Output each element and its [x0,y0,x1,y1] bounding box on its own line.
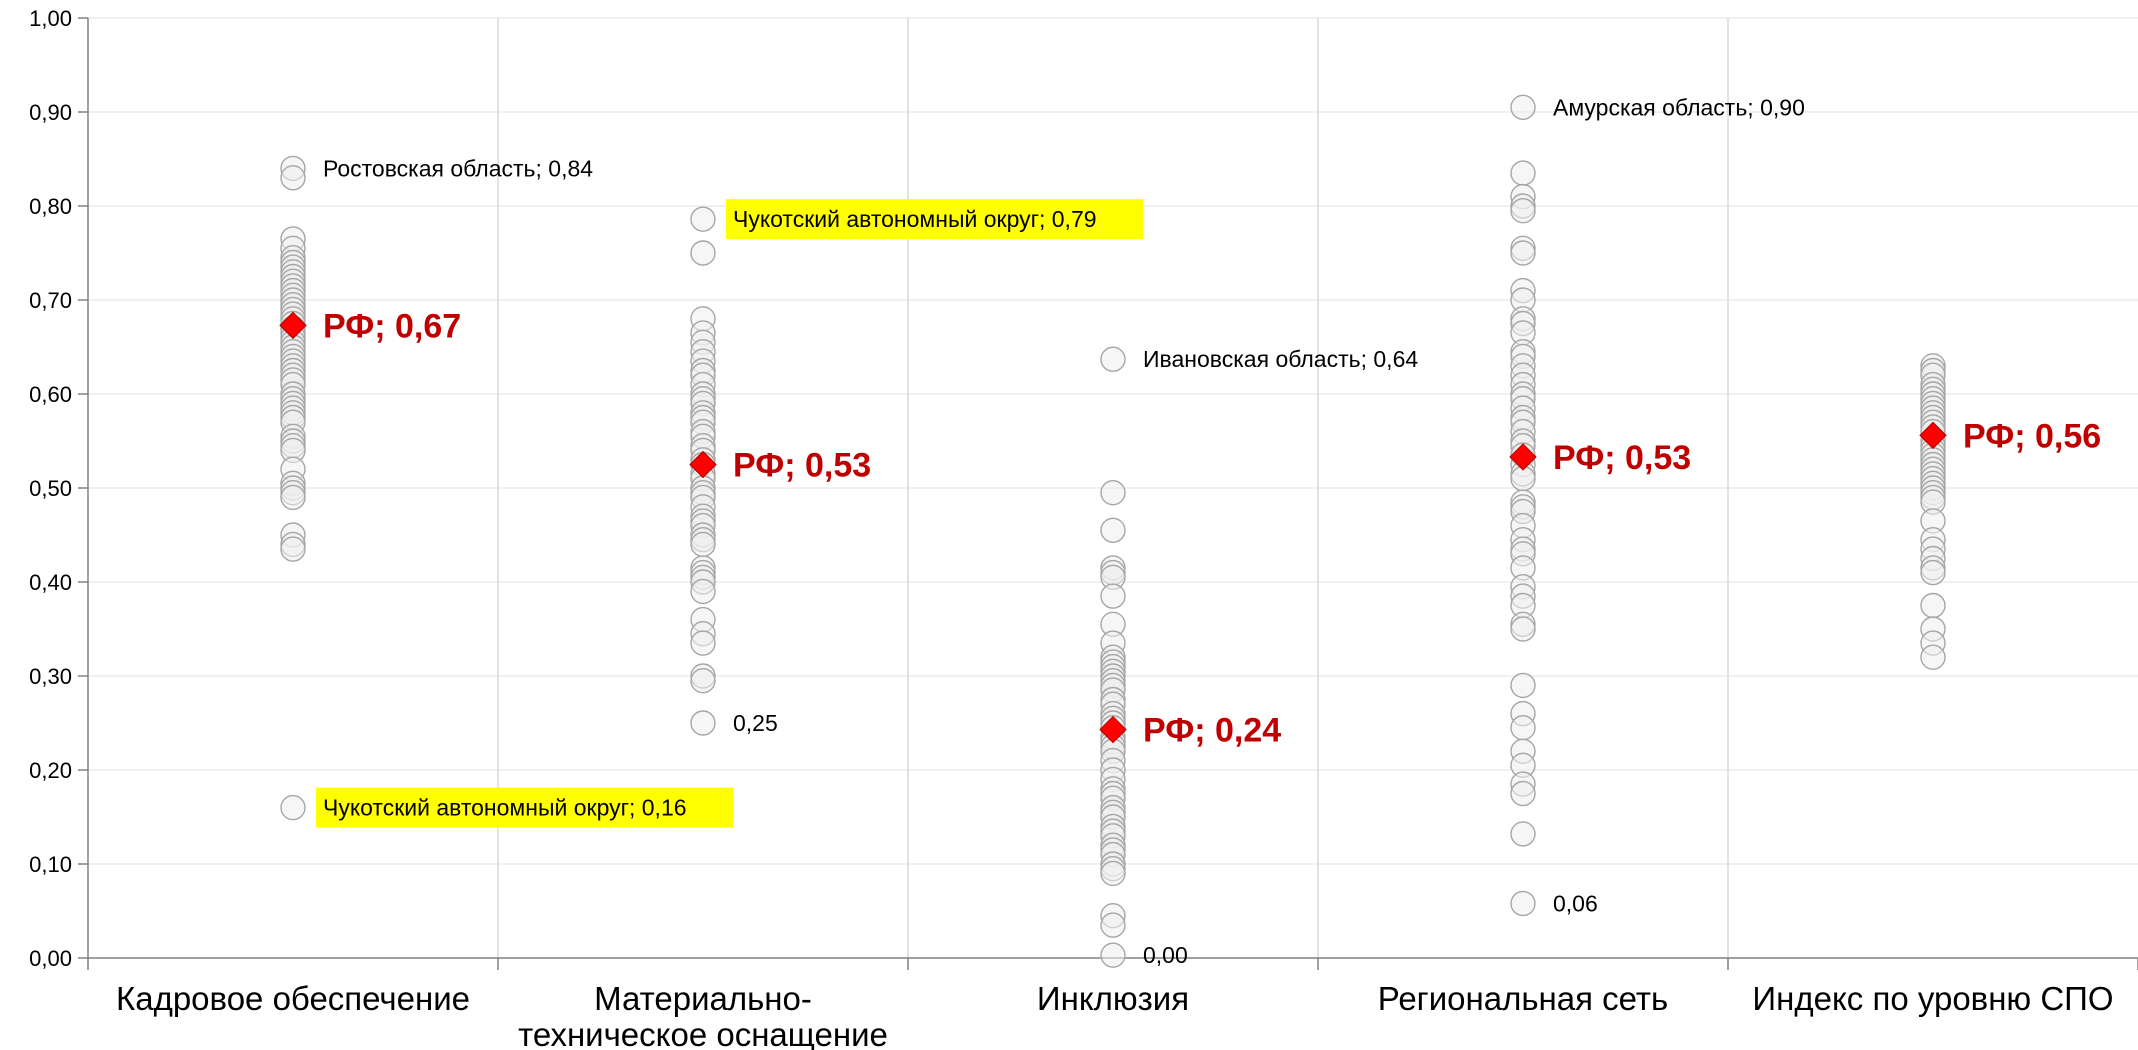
rf-marker [279,311,307,340]
annotation-label: 0,06 [1553,890,1598,916]
rf-label: РФ; 0,53 [733,447,871,485]
data-point [1510,94,1536,121]
y-tick-label: 0,20 [29,758,72,783]
y-tick-label: 0,40 [29,570,72,595]
data-point [1100,912,1126,938]
data-point [1510,240,1536,266]
y-tick-labels: 0,00 0,10 0,20 0,30 0,40 0,50 0,60 0,70 0,80 0,90… [29,6,72,971]
annotation-highlight [726,199,1144,240]
data-point [1100,517,1126,543]
y-tick-label: 1,00 [29,6,72,31]
rf-label: РФ; 0,56 [1963,417,2101,455]
data-point [1510,890,1536,917]
data-point [1510,672,1536,699]
annotation-label: Чукотский автономный округ; 0,79 [733,206,1097,232]
data-point [280,794,306,821]
annotations: Ростовская область; 0,84 Чукотский автоно… [316,94,1805,968]
y-tick-label: 0,70 [29,288,72,313]
annotation-label: 0,00 [1143,942,1188,968]
annotation-highlight [316,787,734,828]
y-tick-label: 0,30 [29,664,72,689]
rf-marker [1099,715,1127,744]
data-point [690,630,716,656]
category-label: Инклюзия [1037,980,1189,1017]
category-label: техническое оснащение [518,1016,888,1050]
data-point [1100,942,1126,968]
data-point [1920,559,1946,586]
rf-label: РФ; 0,24 [1143,712,1281,750]
data-point [690,668,716,694]
data-point [690,206,716,232]
annotation-label: 0,25 [733,710,778,736]
y-tick-label: 0,90 [29,100,72,125]
rf-marker [689,450,717,479]
rf-marker [1919,421,1947,450]
category-label: Региональная сеть [1378,980,1668,1017]
data-point [1100,346,1126,372]
y-tick-label: 0,50 [29,476,72,501]
data-point [1510,715,1536,741]
annotation-label: Амурская область; 0,90 [1553,94,1805,120]
y-tick-label: 0,60 [29,382,72,407]
data-point [1920,644,1946,670]
data-point [1100,480,1126,506]
data-point [280,165,306,191]
data-point [1510,616,1536,642]
annotation-label: Ивановская область; 0,64 [1143,346,1418,372]
category-separators [497,18,1729,958]
rf-label: РФ; 0,67 [323,307,461,345]
data-point [1510,197,1536,224]
rf-markers: РФ; 0,67 РФ; 0,53 РФ; 0,24 РФ; 0,53 РФ; 0,56 [279,307,2101,750]
data-point [690,710,716,736]
annotation-label: Ростовская область; 0,84 [323,155,593,181]
category-label: Индекс по уровню СПО [1752,980,2113,1017]
data-points [280,94,1946,968]
data-point [690,531,716,558]
y-tick-label: 0,00 [29,946,72,971]
data-point [1100,860,1126,887]
category-labels: Кадровое обеспечение Материально-техничес… [116,980,2114,1050]
data-point [690,578,716,605]
data-point [690,240,716,266]
data-point [1510,821,1536,847]
rf-marker [1509,443,1537,471]
data-point [1100,583,1126,609]
data-point [1510,780,1536,807]
y-tick-label: 0,10 [29,852,72,877]
data-point [280,536,306,562]
rf-label: РФ; 0,53 [1553,439,1691,477]
y-tick-label: 0,80 [29,194,72,219]
data-point [280,484,306,511]
data-point [1510,160,1536,186]
category-label: Материально- [594,980,812,1017]
data-point [1920,592,1946,619]
annotation-label: Чукотский автономный округ; 0,16 [323,795,687,821]
category-label: Кадровое обеспечение [116,980,470,1017]
